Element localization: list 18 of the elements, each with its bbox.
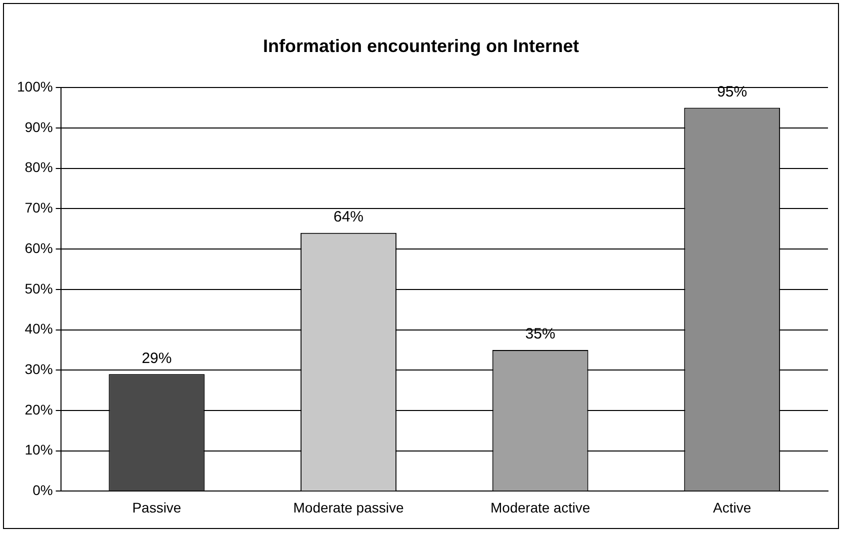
y-tick-label: 50% <box>24 280 53 296</box>
chart-title: Information encountering on Internet <box>263 36 579 56</box>
y-tick-label: 60% <box>24 240 53 256</box>
y-tick-label: 100% <box>16 78 53 94</box>
y-tick-label: 90% <box>24 118 53 135</box>
data-label: 64% <box>333 208 364 226</box>
x-tick-label: Moderate active <box>490 499 590 516</box>
x-tick-label: Moderate passive <box>293 499 404 516</box>
y-tick-label: 30% <box>24 360 53 377</box>
y-tick-label: 20% <box>24 401 53 418</box>
x-tick-label: Passive <box>132 499 182 516</box>
x-tick-label: Active <box>713 499 752 516</box>
y-tick-label: 40% <box>24 320 53 337</box>
y-tick-label: 70% <box>24 200 53 216</box>
data-label: 29% <box>142 350 172 367</box>
y-tick-label: 10% <box>24 442 53 458</box>
y-tick-label: 0% <box>32 482 53 498</box>
y-tick-label: 80% <box>24 159 53 176</box>
